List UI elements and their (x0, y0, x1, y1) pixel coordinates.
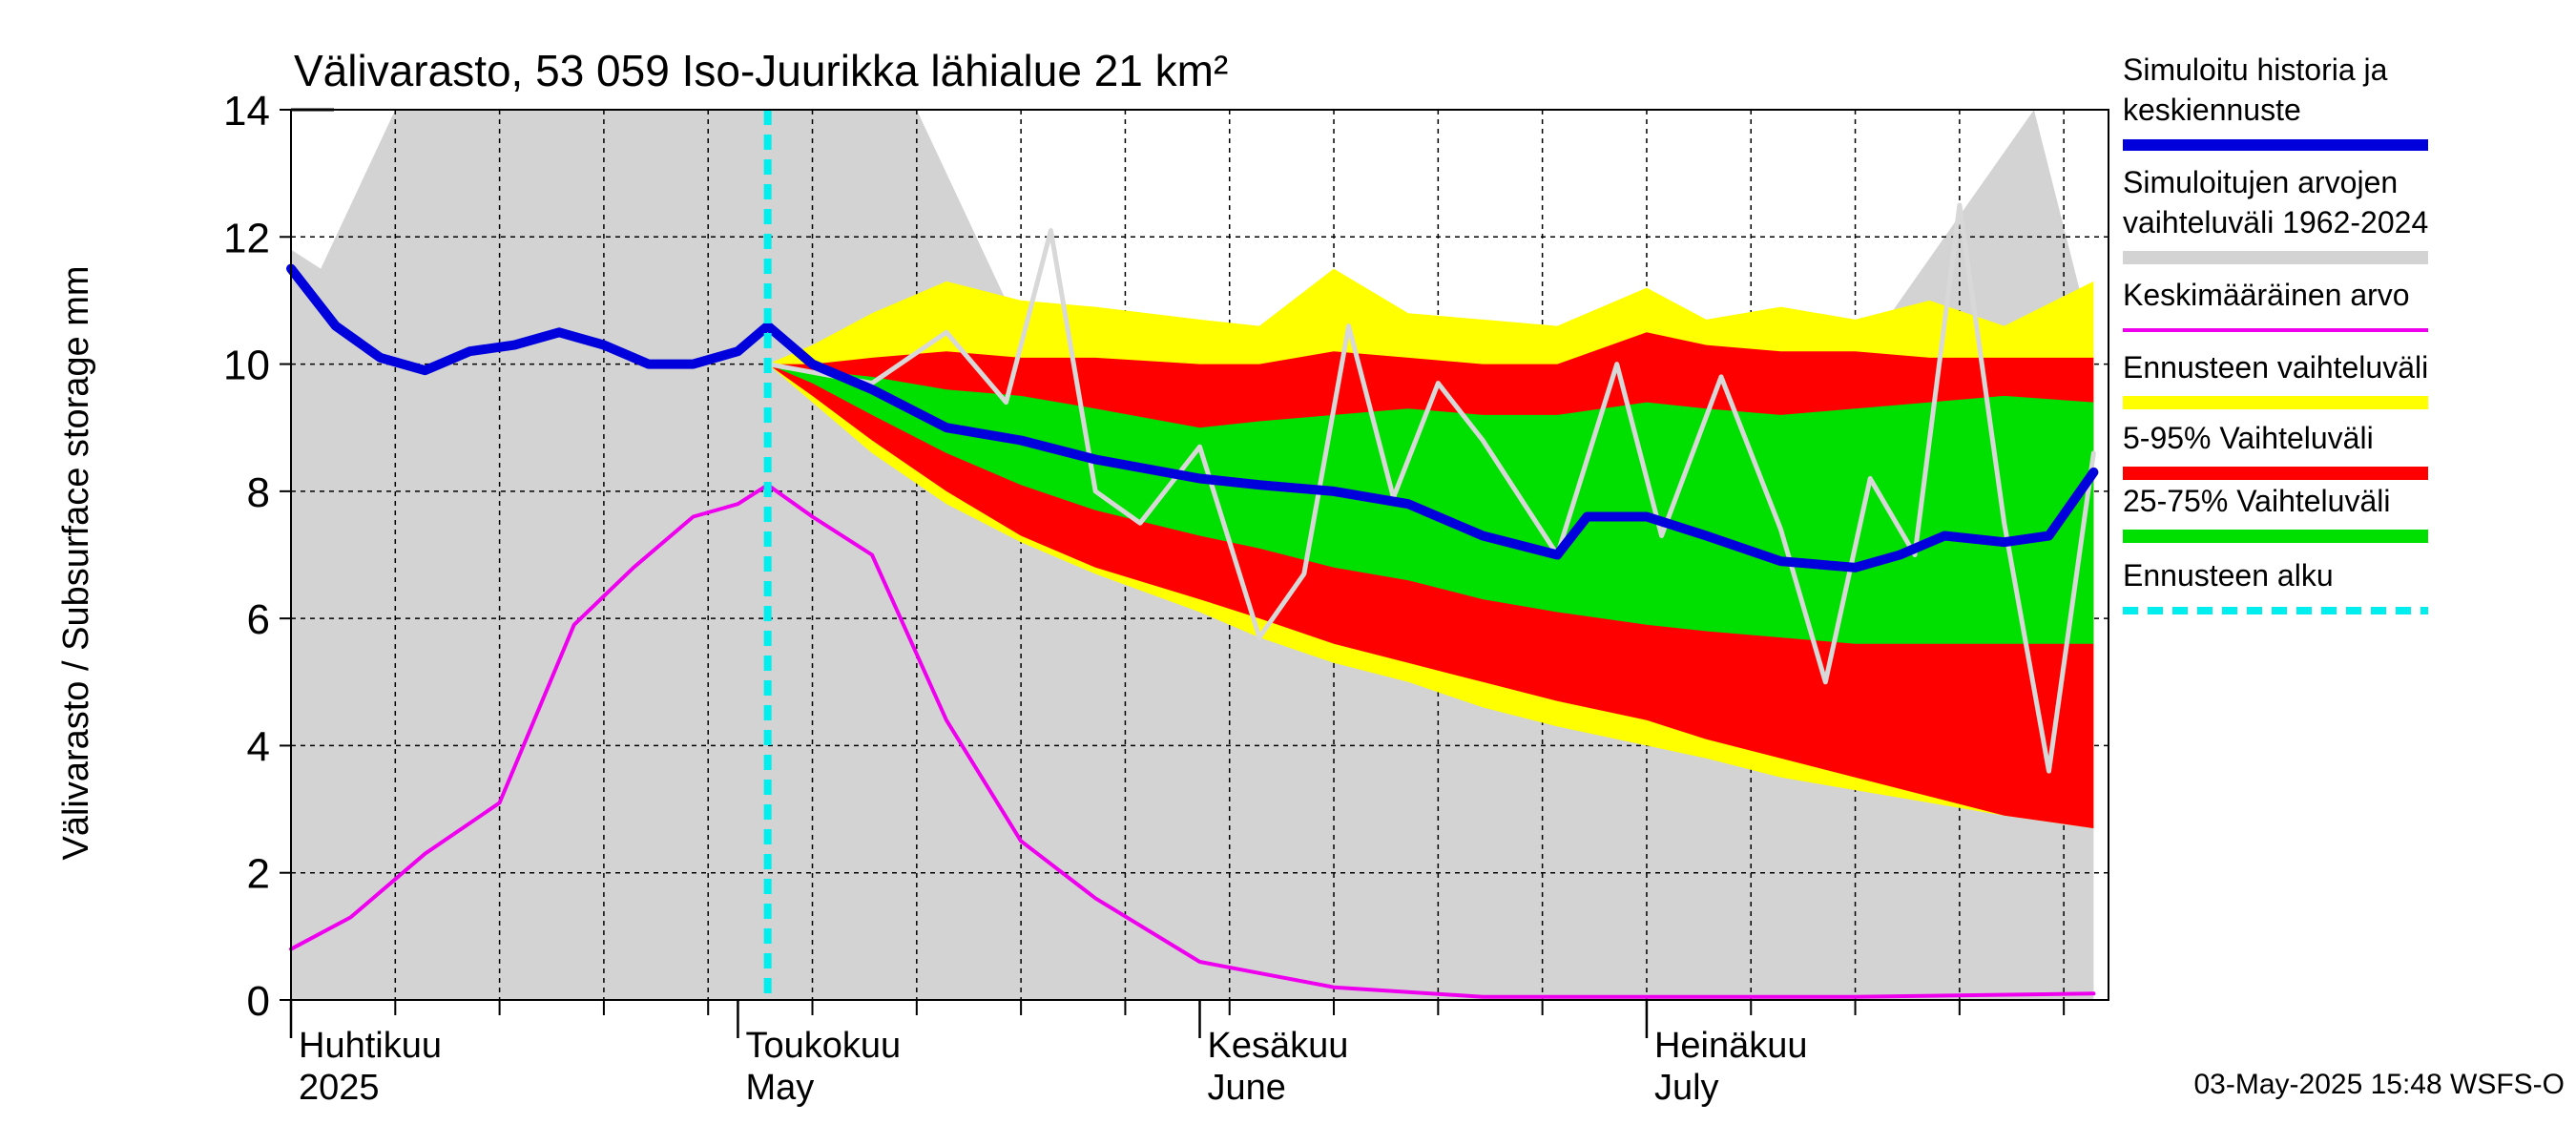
month-label-fi: Kesäkuu (1208, 1026, 1349, 1066)
legend-forecast-label: Ennusteen vaihteluväli (2123, 350, 2428, 385)
legend-p2575-label: 25-75% Vaihteluväli (2123, 484, 2390, 518)
sample-year-line (765, 202, 2096, 774)
legend-median-label: keskiennuste (2123, 93, 2301, 127)
chart-title: Välivarasto, 53 059 Iso-Juurikka lähialu… (294, 46, 1228, 95)
y-tick-label: 6 (247, 596, 270, 643)
median-line (286, 263, 2099, 572)
legend-history-label: vaihteluväli 1962-2024 (2123, 205, 2428, 239)
y-axis-label: Välivarasto / Subsurface storage mm (56, 265, 96, 860)
month-label-fi: Huhtikuu (299, 1026, 442, 1066)
legend: Simuloitu historia ja keskiennuste Simuloi… (2123, 52, 2428, 614)
y-tick-label: 14 (223, 88, 270, 135)
legend-forecast-start-label: Ennusteen alku (2123, 558, 2334, 593)
p25-75-band (767, 364, 2094, 644)
month-label-fi: Heinäkuu (1654, 1026, 1808, 1066)
month-label-en: 2025 (299, 1068, 380, 1108)
legend-history-label: Simuloitujen arvojen (2123, 165, 2398, 199)
y-tick-label: 12 (223, 215, 270, 261)
month-label-fi: Toukokuu (745, 1026, 901, 1066)
y-tick-label: 2 (247, 851, 270, 898)
y-tick-label: 8 (247, 469, 270, 516)
legend-p595-label: 5-95% Vaihteluväli (2123, 421, 2374, 455)
legend-median-label: Simuloitu historia ja (2123, 52, 2388, 87)
y-tick-label: 10 (223, 343, 270, 389)
footer-timestamp: 03-May-2025 15:48 WSFS-O (2194, 1069, 2566, 1100)
p25-75-range-area (767, 364, 2094, 644)
y-tick-label: 0 (247, 978, 270, 1025)
month-label-en: June (1208, 1068, 1286, 1108)
series-lines (286, 110, 2099, 1000)
y-tick-label: 4 (247, 723, 270, 770)
month-label-en: July (1654, 1068, 1719, 1108)
legend-mean-label: Keskimääräinen arvo (2123, 278, 2410, 312)
mean-line (289, 483, 2096, 999)
month-label-en: May (745, 1068, 814, 1108)
